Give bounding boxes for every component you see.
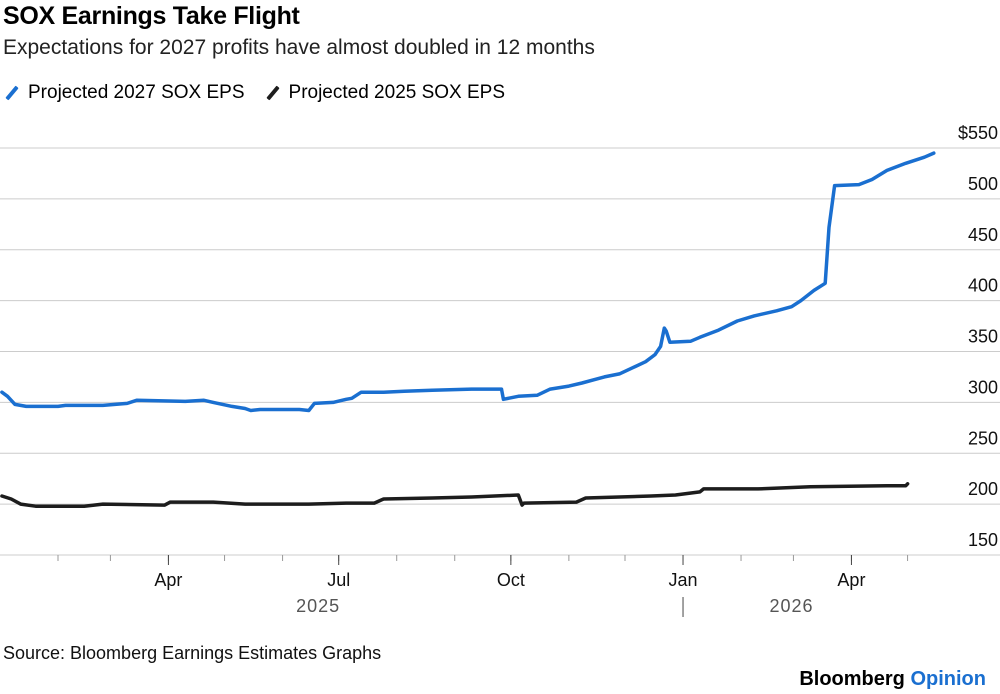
- x-year-label: 2025: [296, 596, 340, 616]
- y-tick-label: 150: [968, 530, 998, 550]
- y-tick-label: 500: [968, 174, 998, 194]
- legend-label-2027: Projected 2027 SOX EPS: [28, 82, 245, 103]
- legend-label-2025: Projected 2025 SOX EPS: [288, 82, 506, 103]
- x-tick-label: Apr: [837, 570, 865, 590]
- y-tick-label: 300: [968, 377, 998, 397]
- y-tick-label: 400: [968, 276, 998, 296]
- x-year-label: 2026: [770, 596, 814, 616]
- x-tick-label: Jul: [327, 570, 350, 590]
- x-tick-label: Apr: [154, 570, 182, 590]
- legend-item-2027: Projected 2027 SOX EPS: [5, 82, 245, 104]
- chart-title: SOX Earnings Take Flight: [3, 2, 300, 30]
- y-tick-label: 350: [968, 327, 998, 347]
- brand-name: Bloomberg: [799, 668, 905, 690]
- y-tick-label: 450: [968, 225, 998, 245]
- chart-subtitle: Expectations for 2027 profits have almos…: [3, 36, 595, 59]
- series-line-2027: [0, 151, 936, 413]
- brand-suffix: Opinion: [910, 668, 986, 690]
- legend-item-2025: Projected 2025 SOX EPS: [265, 82, 506, 104]
- legend: Projected 2027 SOX EPS Projected 2025 SO…: [5, 82, 527, 104]
- source-note: Source: Bloomberg Earnings Estimates Gra…: [3, 643, 382, 663]
- brand-logo: Bloomberg Opinion: [799, 668, 986, 691]
- y-tick-label: $550: [958, 123, 998, 143]
- x-tick-label: Jan: [669, 570, 698, 590]
- x-tick-label: Oct: [497, 570, 525, 590]
- series-line-2025: [0, 482, 910, 508]
- y-tick-label: 250: [968, 428, 998, 448]
- y-tick-label: 200: [968, 479, 998, 499]
